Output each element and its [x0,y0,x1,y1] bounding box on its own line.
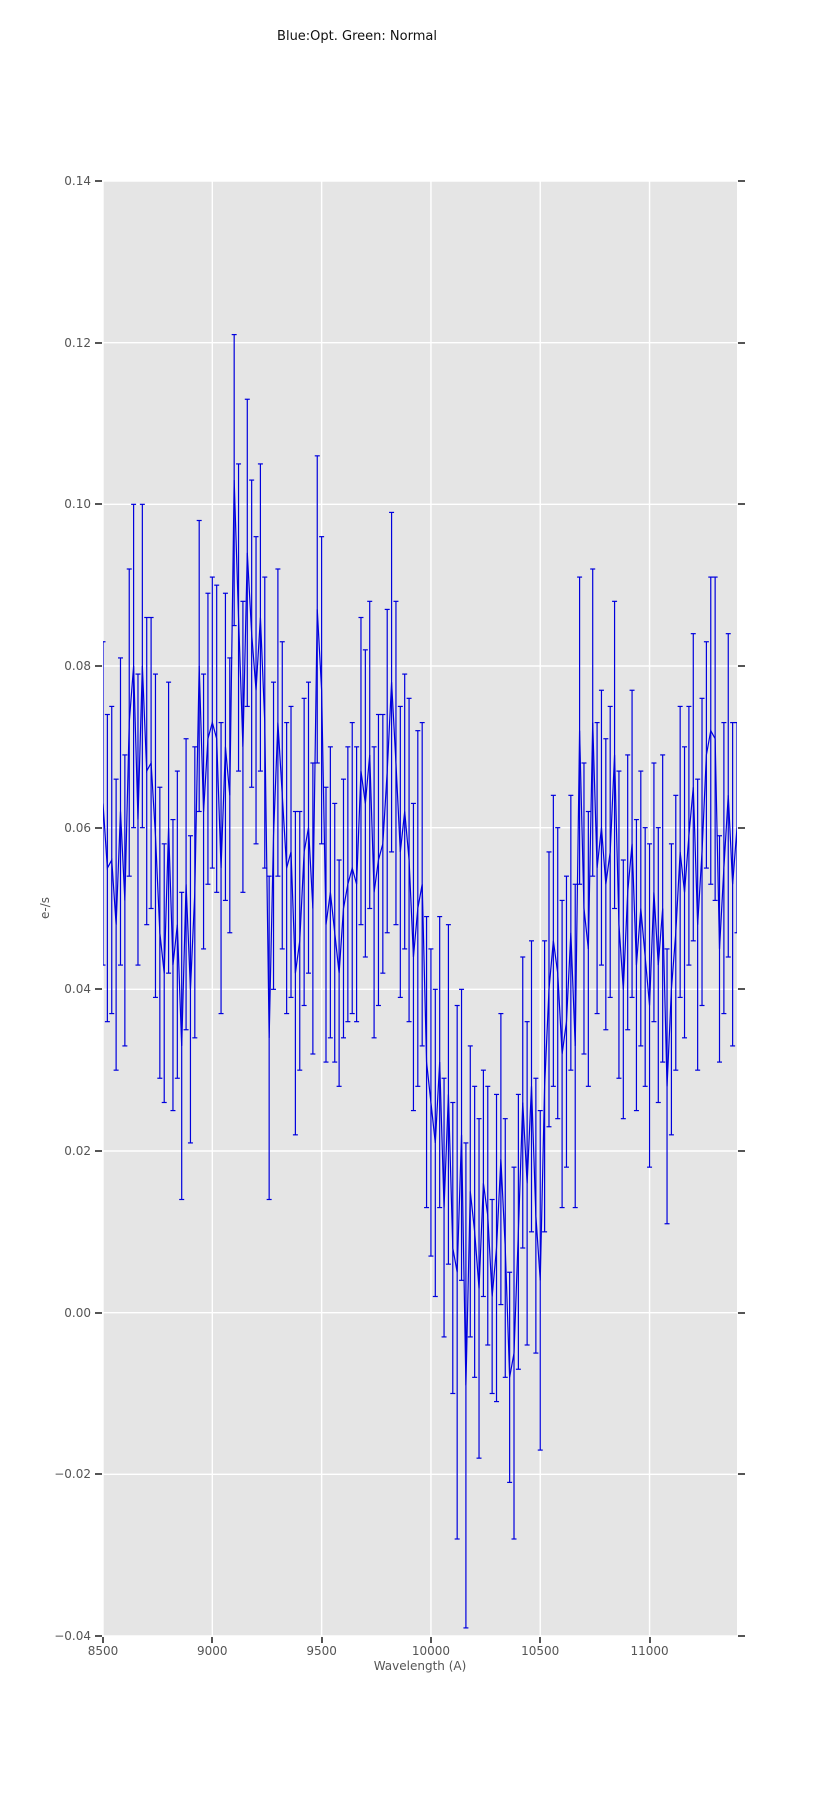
y-axis-label: e-/s [38,896,52,920]
y-tick-mark-right [738,665,745,667]
x-axis-label: Wavelength (A) [373,1659,467,1673]
y-tick-label: 0.10 [64,497,91,512]
y-tick-mark-left [95,988,102,991]
y-tick-mark-right [738,988,745,991]
y-tick-label: 0.14 [64,174,91,188]
x-tick-mark [429,1637,432,1643]
x-tick-mark [539,1637,542,1643]
y-tick-mark-right [738,341,745,344]
x-tick-mark [320,1637,323,1643]
y-tick-mark-right [738,503,745,506]
data-line [103,480,737,1386]
y-tick-mark-left [95,1473,102,1476]
y-tick-label: 0.06 [64,820,91,835]
y-tick-mark-left [95,180,102,182]
errorbar-chart [103,181,737,1636]
y-tick-mark-right [738,1311,745,1314]
y-tick-mark-left [95,1150,102,1152]
y-tick-mark-left [95,341,102,344]
y-tick-mark-left [95,665,102,667]
y-tick-label: −0.02 [54,1467,91,1482]
y-tick-label: 0.08 [64,659,91,673]
plot-area [103,181,737,1636]
y-tick-label: 0.12 [64,335,91,350]
x-tick-label: 9000 [197,1644,228,1658]
chart-title: Blue:Opt. Green: Normal [277,29,437,44]
y-tick-label: 0.04 [64,982,91,997]
x-tick-mark [211,1637,214,1643]
y-tick-mark-left [95,1311,102,1314]
y-tick-label: 0.02 [64,1144,91,1158]
y-tick-label: −0.04 [54,1629,91,1643]
y-tick-mark-right [738,1150,745,1152]
x-tick-label: 11000 [630,1644,669,1658]
y-tick-mark-right [738,1635,745,1637]
y-tick-mark-right [738,826,745,829]
x-tick-label: 9500 [306,1644,337,1658]
y-tick-label: 0.00 [64,1305,91,1320]
y-tick-mark-right [738,180,745,182]
y-tick-mark-right [738,1473,745,1476]
x-tick-label: 10500 [521,1644,560,1658]
x-tick-label: 8500 [87,1644,119,1658]
y-tick-mark-left [95,503,102,506]
x-tick-label: 10000 [411,1644,451,1658]
x-tick-mark [102,1637,104,1643]
y-tick-mark-left [95,826,102,829]
y-tick-mark-left [95,1635,102,1637]
x-tick-mark [648,1637,651,1643]
